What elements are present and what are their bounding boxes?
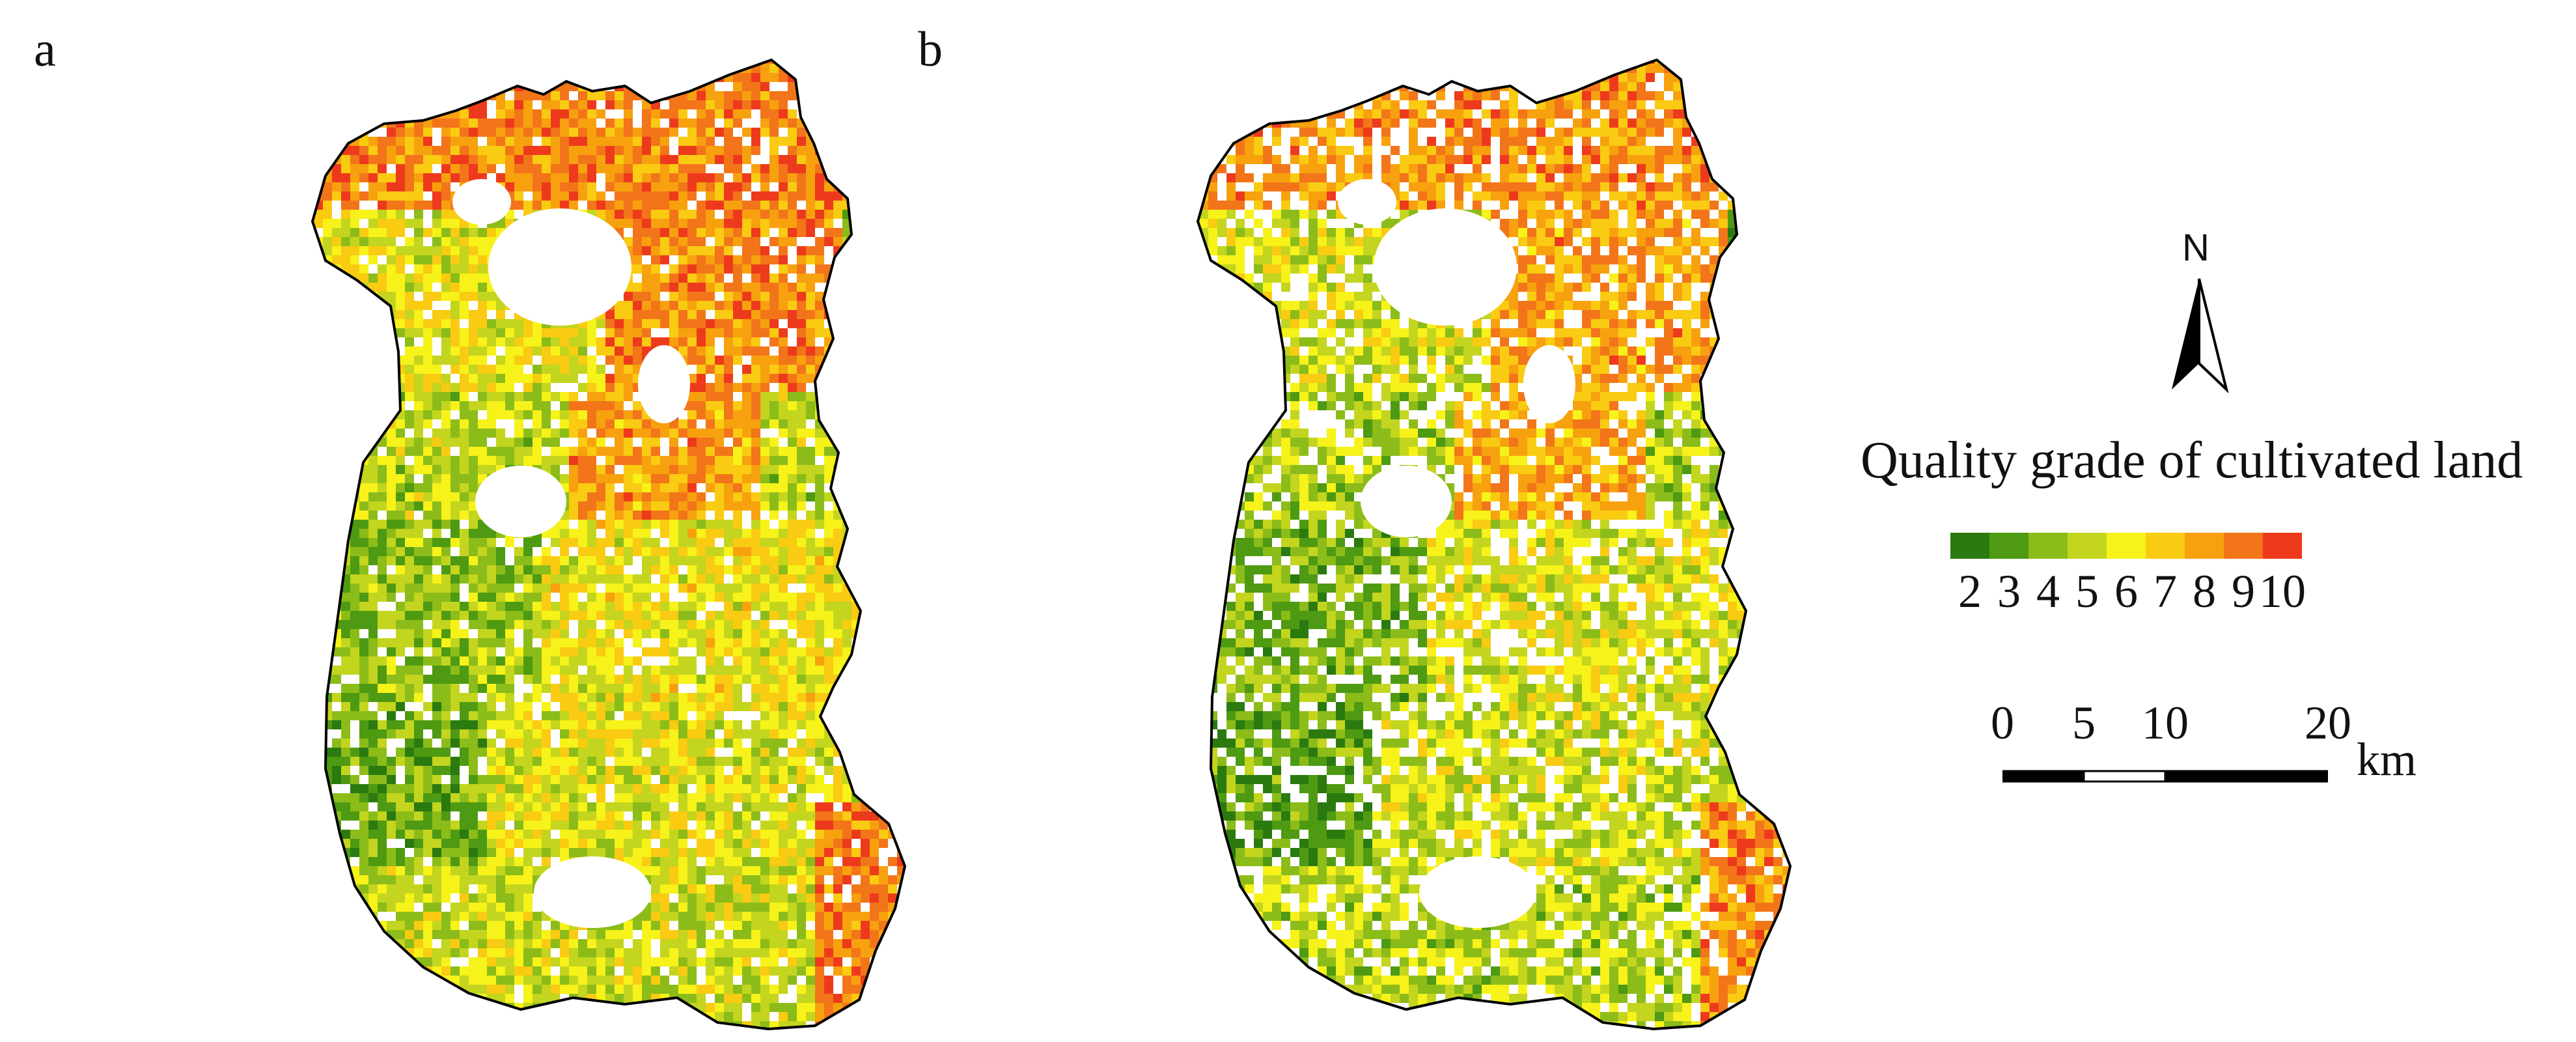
legend-swatch-8 <box>2185 533 2224 559</box>
legend-swatch-10 <box>2263 533 2302 559</box>
panel-label-b: b <box>918 22 943 77</box>
land-grade-cells <box>1198 60 1790 1029</box>
region-boundary <box>1196 58 1792 1031</box>
legend-grade-label: 9 <box>2232 565 2255 617</box>
region-boundary <box>311 58 907 1031</box>
legend-grade-label: 5 <box>2075 565 2099 617</box>
color-ramp <box>1950 533 2302 559</box>
north-letter: N <box>2182 227 2209 269</box>
scale-segment <box>2164 770 2328 783</box>
scale-tick-label: 20 <box>2305 697 2351 749</box>
legend-grade-label: 2 <box>1958 565 1982 617</box>
scale-unit: km <box>2357 733 2417 785</box>
legend-swatch-3 <box>1989 533 2029 559</box>
legend-grade-label: 6 <box>2114 565 2138 617</box>
legend-grade-label: 10 <box>2259 565 2306 617</box>
legend-title: Quality grade of cultivated land <box>1861 432 2523 489</box>
scale-tick-label: 0 <box>1991 697 2014 749</box>
legend-swatch-4 <box>2029 533 2068 559</box>
scale-segment <box>2083 770 2167 783</box>
legend-swatch-6 <box>2107 533 2146 559</box>
scale-tick-label: 5 <box>2072 697 2096 749</box>
panel-label-a: a <box>34 22 56 77</box>
legend-swatch-9 <box>2224 533 2263 559</box>
map-a <box>311 58 907 1031</box>
legend-swatch-2 <box>1950 533 1989 559</box>
legend-grade-label: 4 <box>2036 565 2060 617</box>
scale-segment <box>2002 770 2085 783</box>
land-grade-cells <box>312 60 905 1029</box>
legend-swatch-7 <box>2146 533 2185 559</box>
map-panel-b <box>1172 46 1810 1035</box>
legend-grade-label: 7 <box>2154 565 2177 617</box>
legend-swatch-5 <box>2068 533 2107 559</box>
scale-tick-label: 10 <box>2142 697 2189 749</box>
north-arrow-icon <box>2172 278 2229 394</box>
map-panel-a <box>286 46 924 1035</box>
legend-grade-label: 3 <box>1997 565 2021 617</box>
legend-grade-label: 8 <box>2193 565 2216 617</box>
map-b <box>1196 58 1792 1031</box>
scale-bar <box>2002 770 2328 783</box>
